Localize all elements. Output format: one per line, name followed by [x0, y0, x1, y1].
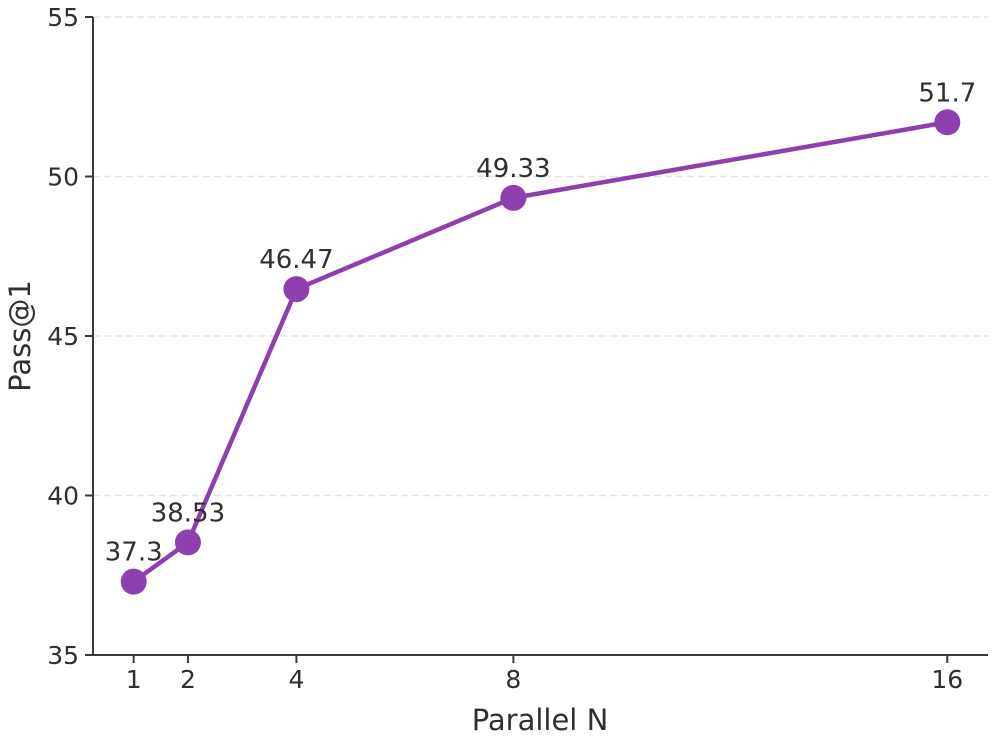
data-point-marker: [500, 184, 527, 211]
x-tick-label: 1: [126, 665, 142, 694]
x-tick-label: 16: [931, 665, 963, 694]
x-tick-label: 2: [180, 665, 196, 694]
data-point-label: 49.33: [476, 154, 550, 184]
data-point-marker: [283, 276, 310, 303]
x-tick-label: 4: [288, 665, 304, 694]
x-tick-label: 8: [505, 665, 521, 694]
y-axis-label: Pass@1: [3, 280, 37, 392]
y-tick-label: 40: [47, 482, 79, 511]
data-point-label: 37.3: [105, 538, 163, 568]
x-axis-label: Parallel N: [472, 703, 609, 737]
data-point-marker: [174, 529, 201, 556]
plot-area: 37.3 38.53 46.47 49.33 51.7 35 40 45 50 55 1 2 4 8 16: [47, 3, 988, 694]
data-point-label: 38.53: [151, 498, 225, 528]
data-point-label: 51.7: [918, 78, 976, 108]
y-tick-label: 35: [47, 641, 79, 670]
data-point-marker: [934, 109, 961, 136]
y-tick-label: 55: [47, 3, 79, 32]
data-point-marker: [120, 568, 147, 595]
y-tick-label: 45: [47, 322, 79, 351]
y-tick-label: 50: [47, 163, 79, 192]
series-line: [131, 120, 950, 584]
data-point-label: 46.47: [259, 245, 333, 275]
